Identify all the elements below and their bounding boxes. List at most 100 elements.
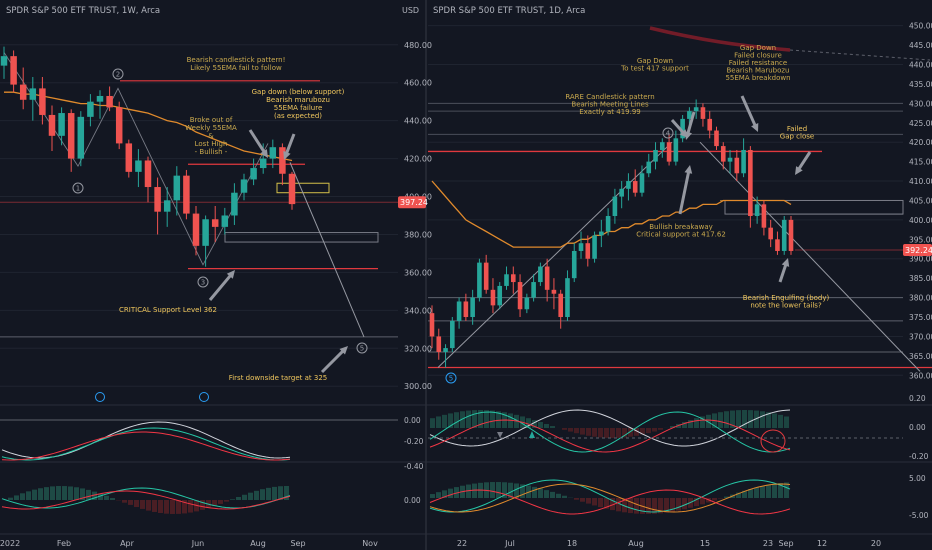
- weekly-wave-2-ring: [112, 68, 124, 80]
- daily-osc-bar-7: [472, 410, 477, 428]
- daily-x-tick-6: Sep: [778, 539, 793, 548]
- weekly-macd-red: [1, 490, 291, 510]
- weekly-candle-23: [221, 215, 229, 227]
- daily-candle-22: [578, 243, 584, 251]
- weekly-annot-broke-line-2: &: [208, 132, 214, 140]
- currency-label: USD: [402, 6, 419, 15]
- daily-chart-title: SPDR S&P 500 ETF TRUST, 1D, Arca: [433, 6, 585, 16]
- daily-candle-29: [626, 181, 631, 189]
- daily-candle-34: [660, 142, 665, 150]
- daily-osc-bar-23: [568, 428, 573, 432]
- daily-annot-rare-line-2: Exactly at 419.99: [579, 108, 641, 116]
- daily-macd-red: [429, 489, 791, 515]
- daily-candle-13: [517, 282, 523, 310]
- daily-osc-bar-28: [598, 428, 603, 438]
- daily-x-tick-8: 20: [871, 539, 881, 548]
- weekly-macd-bar-26: [158, 500, 163, 514]
- weekly-macd-bar-37: [224, 500, 229, 502]
- daily-candle-52: [781, 219, 787, 251]
- daily-y-tick-3: 375.00: [909, 313, 932, 322]
- daily-macd-bar-6: [466, 484, 471, 498]
- weekly-macd-bar-2: [14, 495, 19, 500]
- weekly-macd-bar-29: [176, 500, 181, 514]
- weekly-arrow-3-head: [226, 270, 235, 279]
- daily-macd-bar-11: [496, 482, 501, 498]
- zones: [224, 182, 904, 243]
- daily-top-red-band: [649, 26, 791, 52]
- daily-osc-tick-1: 0.00: [909, 423, 926, 432]
- weekly-macd-bar-16: [98, 493, 103, 500]
- weekly-macd-bar-7: [44, 487, 49, 500]
- daily-osc-bar-22: [562, 428, 567, 430]
- daily-osc-bar-16: [526, 418, 531, 428]
- weekly-candle-7: [67, 113, 75, 159]
- weekly-wave-1-ring: [72, 182, 84, 194]
- daily-rising-line: [437, 141, 673, 368]
- daily-osc-bar-48: [718, 412, 723, 428]
- daily-y-tick-4: 380.00: [909, 294, 932, 303]
- daily-candle-24: [592, 235, 597, 259]
- weekly-candle-26: [250, 168, 257, 180]
- daily-candle-17: [544, 266, 550, 290]
- weekly-candle-10: [96, 95, 104, 102]
- weekly-candle-8: [77, 116, 85, 159]
- weekly-event-marker-2: [199, 392, 209, 402]
- daily-candle-12: [510, 274, 516, 283]
- weekly-x-tick-5: Sep: [290, 539, 305, 548]
- weekly-ema-55: [4, 91, 293, 162]
- daily-annot-failed-line-1: Gap close: [780, 133, 814, 141]
- daily-candle-21: [571, 250, 577, 279]
- weekly-arrow-1-head: [260, 149, 268, 158]
- daily-osc-bar-2: [442, 414, 447, 428]
- daily-y-tick-7: 395.00: [909, 235, 932, 244]
- weekly-candle-15: [144, 160, 152, 188]
- weekly-macd-bar-35: [212, 500, 217, 507]
- weekly-annot-gapdown-line-2: 55EMA failure: [274, 104, 323, 112]
- daily-osc-bar-27: [592, 428, 597, 437]
- weekly-y-tick-0: 300.00: [404, 382, 432, 391]
- weekly-macd-bar-11: [68, 486, 73, 500]
- weekly-y-tick-3: 360.00: [404, 268, 432, 277]
- daily-osc-bar-3: [448, 413, 453, 428]
- weekly-macd-bar-46: [278, 486, 283, 500]
- daily-candle-48: [754, 204, 760, 217]
- daily-y-tick-11: 415.00: [909, 158, 932, 167]
- weekly-candle-14: [135, 160, 142, 172]
- daily-candle-41: [707, 118, 713, 131]
- weekly-candle-19: [183, 175, 190, 214]
- weekly-macd-bar-18: [110, 498, 115, 500]
- daily-arrow-6-head: [781, 258, 790, 267]
- weekly-x-tick-3: Jun: [191, 539, 205, 548]
- weekly-event-marker-1: [95, 392, 105, 402]
- weekly-macd-bar-22: [134, 500, 139, 508]
- weekly-osc-tick-2: -0.40: [404, 462, 424, 471]
- daily-annot-engulfing-line-1: note the lower tails?: [750, 302, 822, 310]
- daily-macd-bar-3: [448, 488, 453, 498]
- daily-osc-teal: [429, 411, 791, 453]
- daily-osc-bar-19: [544, 424, 549, 428]
- daily-macd-bar-26: [586, 498, 591, 504]
- weekly-macd-bar-40: [242, 494, 247, 500]
- daily-osc-bar-9: [484, 410, 489, 428]
- daily-osc-bar-26: [586, 428, 591, 436]
- daily-candle-4: [456, 301, 462, 321]
- weekly-annot-broke-line-0: Broke out of: [190, 116, 233, 124]
- daily-y-tick-12: 420.00: [909, 138, 932, 147]
- weekly-annot-gapdown-line-3: (as expected): [274, 112, 322, 120]
- weekly-wave-3: 3: [201, 279, 205, 287]
- weekly-wave-1: 1: [76, 185, 80, 193]
- weekly-wave-5-ring: [356, 342, 368, 354]
- daily-osc-tick-0: 0.20: [909, 394, 926, 403]
- daily-y-tick-13: 425.00: [909, 119, 932, 128]
- weekly-candle-29: [279, 147, 286, 174]
- weekly-zone-box: [224, 232, 379, 243]
- daily-annot-gapfail-line-0: Gap Down: [740, 44, 776, 52]
- weekly-macd-bar-31: [188, 500, 193, 513]
- weekly-wave-3-ring: [197, 276, 209, 288]
- daily-candle-40: [700, 107, 706, 119]
- daily-osc-bar-34: [634, 428, 639, 436]
- daily-annot-gapfail-line-4: 55EMA breakdown: [725, 74, 790, 82]
- daily-macd-bar-58: [778, 482, 783, 498]
- daily-macd-bar-31: [616, 498, 621, 512]
